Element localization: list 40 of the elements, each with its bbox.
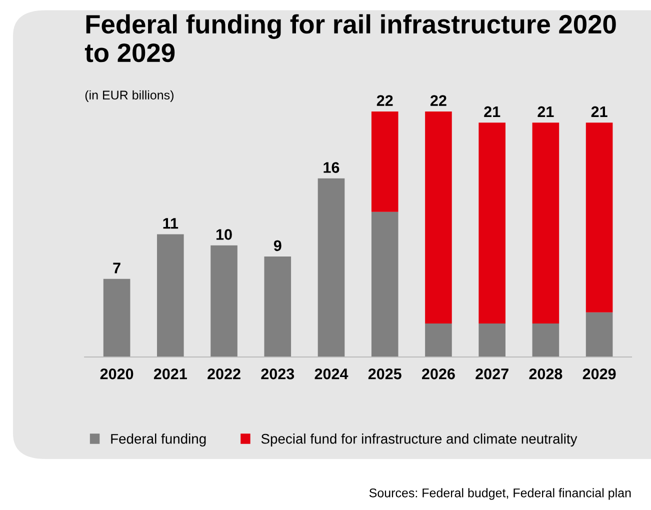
bar (586, 312, 613, 357)
bar (586, 122, 613, 312)
bar (103, 278, 130, 357)
bar (478, 122, 506, 324)
x-tick-label: 2025 (368, 368, 402, 380)
bar (425, 324, 452, 357)
bar (210, 245, 238, 357)
x-tick-label: 2026 (422, 368, 455, 380)
legend-label: Federal funding (111, 434, 206, 446)
data-label: 11 (163, 218, 178, 229)
data-label: 16 (324, 162, 340, 173)
x-tick-label: 2023 (261, 368, 294, 380)
bar (532, 324, 560, 357)
x-tick-label: 2024 (314, 368, 348, 380)
bar (532, 122, 560, 324)
total-label: 22 (376, 95, 393, 106)
bar (371, 212, 398, 357)
bar (478, 324, 506, 357)
data-label: 7 (113, 262, 120, 274)
x-tick-label: 2027 (476, 368, 508, 380)
total-label: 21 (538, 106, 554, 117)
bar (371, 111, 398, 212)
total-label: 22 (430, 95, 446, 106)
data-label: 10 (216, 229, 232, 240)
bar (425, 111, 452, 324)
x-tick-label: 2021 (154, 368, 187, 380)
total-label: 21 (484, 106, 500, 117)
x-tick-label: 2028 (529, 368, 562, 380)
x-tick-label: 2020 (100, 368, 134, 380)
x-tick-label: 2022 (208, 368, 240, 380)
bar (264, 256, 292, 357)
legend-label: Special fund for infrastructure and climate neutrality (261, 434, 578, 446)
bar (157, 234, 184, 357)
x-tick-label: 2029 (582, 368, 616, 380)
chart-title: Federal funding for rail infrastructure 2020 to 2029 (84, 14, 616, 62)
source-note: Sources: Federal budget, Federal financial plan (369, 488, 631, 500)
data-label: 9 (274, 240, 282, 252)
chart-subtitle: (in EUR billions) (85, 90, 174, 102)
total-label: 21 (591, 106, 608, 117)
bar (318, 178, 345, 357)
